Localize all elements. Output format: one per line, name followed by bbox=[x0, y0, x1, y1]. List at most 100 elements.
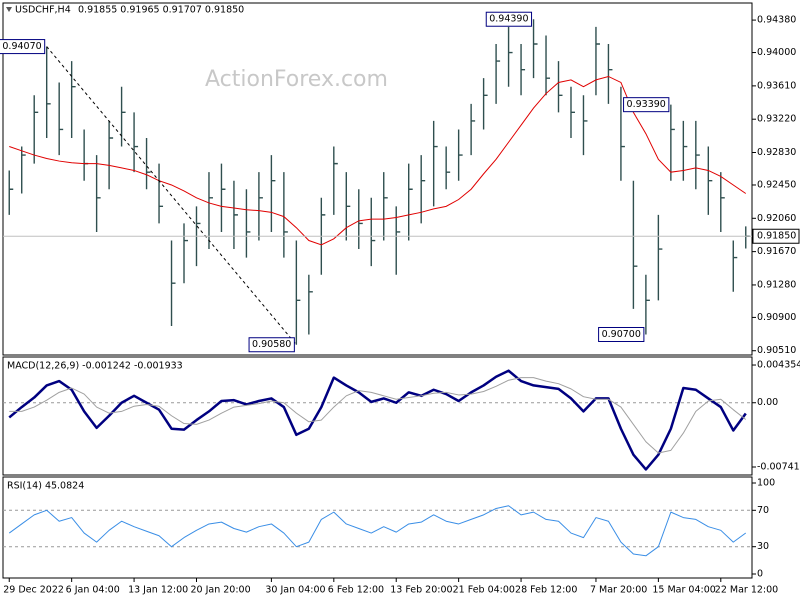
annotation-label: 0.94070 bbox=[2, 41, 41, 52]
x-tick-label: 29 Dec 2022 bbox=[3, 585, 64, 596]
annotation: 0.93390 bbox=[623, 97, 670, 113]
y-tick-label: 0.91670 bbox=[757, 246, 796, 257]
annotation-box bbox=[598, 326, 645, 342]
x-tick-label: 22 Mar 12:00 bbox=[715, 585, 778, 596]
price-bar bbox=[158, 163, 164, 224]
price-bar bbox=[470, 103, 476, 156]
price-bar bbox=[707, 146, 713, 215]
price-bar bbox=[333, 146, 338, 215]
price-bar bbox=[720, 172, 725, 232]
price-bar bbox=[245, 189, 251, 258]
price-bar bbox=[270, 155, 276, 232]
x-tick-label: 28 Feb 12:00 bbox=[515, 585, 577, 596]
indicator-line bbox=[8, 369, 747, 471]
indicator-line bbox=[9, 377, 747, 454]
price-bar bbox=[632, 180, 638, 309]
symbol-icon bbox=[6, 7, 12, 12]
price-bar bbox=[532, 19, 538, 79]
x-tick-label: 13 Feb 20:00 bbox=[390, 585, 452, 596]
x-tick-label: 6 Feb 12:00 bbox=[328, 585, 384, 596]
annotation: 0.90700 bbox=[598, 326, 645, 342]
price-bar bbox=[620, 86, 625, 181]
price-bar bbox=[183, 223, 189, 284]
x-tick-label: 13 Jan 12:00 bbox=[128, 585, 188, 596]
y-tick-label: 0 bbox=[757, 568, 763, 579]
rsi-panel bbox=[2, 476, 753, 579]
y-tick-label: 0.004354 bbox=[757, 360, 800, 371]
price-bar bbox=[70, 61, 76, 138]
price-bar bbox=[695, 120, 700, 190]
price-bar bbox=[557, 61, 563, 113]
current-price-box bbox=[752, 228, 800, 244]
price-bar bbox=[21, 146, 26, 194]
macd-panel bbox=[2, 356, 753, 476]
price-panel bbox=[2, 2, 753, 356]
y-tick-label: 0.92060 bbox=[757, 213, 796, 224]
x-tick-label: 15 Mar 04:00 bbox=[652, 585, 715, 596]
trend-line bbox=[46, 46, 297, 346]
y-tick-label: 0.91280 bbox=[757, 279, 796, 290]
y-tick-label: -0.007417 bbox=[757, 462, 800, 473]
y-tick-label: 0.90510 bbox=[757, 345, 796, 356]
x-tick-label: 30 Jan 04:00 bbox=[265, 585, 325, 596]
price-bar bbox=[457, 129, 463, 181]
price-bar bbox=[645, 274, 650, 335]
price-bar bbox=[295, 240, 301, 345]
annotation-box bbox=[248, 337, 295, 353]
chart-subtitle: 0.91855 0.91965 0.91707 0.91850 bbox=[78, 5, 244, 16]
price-bar bbox=[370, 197, 376, 267]
price-bar bbox=[95, 155, 101, 232]
price-bar bbox=[233, 180, 238, 250]
indicator-line bbox=[8, 505, 747, 557]
annotation-label: 0.90580 bbox=[252, 339, 291, 350]
price-bar bbox=[133, 112, 139, 173]
annotation-label: 0.93390 bbox=[627, 99, 666, 110]
y-tick-label: 0.94380 bbox=[757, 15, 796, 26]
annotation-box bbox=[485, 11, 533, 27]
price-bar bbox=[670, 104, 675, 181]
x-tick-label: 20 Jan 20:00 bbox=[190, 585, 250, 596]
rsi-title: RSI(14) 45.0824 bbox=[7, 481, 84, 492]
price-bar bbox=[657, 214, 663, 301]
y-tick-label: 70 bbox=[757, 505, 769, 516]
macd-title: MACD(12,26,9) -0.001242 -0.001933 bbox=[7, 361, 183, 372]
price-bar bbox=[607, 44, 613, 104]
price-bar bbox=[507, 26, 513, 87]
price-bar bbox=[495, 44, 501, 104]
chart-title: USDCHF,H4 bbox=[15, 5, 71, 16]
annotation: 0.94390 bbox=[485, 11, 533, 27]
y-tick-label: 0.92450 bbox=[757, 179, 796, 190]
annotation: 0.90580 bbox=[248, 337, 295, 353]
price-bar bbox=[33, 95, 39, 164]
price-bar bbox=[283, 172, 288, 258]
price-bar bbox=[445, 146, 451, 190]
price-bar bbox=[308, 274, 313, 335]
price-bar bbox=[545, 35, 551, 96]
price-bar bbox=[383, 172, 388, 241]
annotation-box bbox=[623, 97, 670, 113]
moving-average bbox=[9, 75, 747, 246]
annotation-label: 0.90700 bbox=[602, 329, 641, 340]
x-tick-label: 6 Jan 04:00 bbox=[66, 585, 120, 596]
y-tick-label: 100 bbox=[757, 478, 775, 489]
x-tick-label: 21 Feb 04:00 bbox=[453, 585, 515, 596]
annotation: 0.94070 bbox=[0, 39, 46, 55]
price-bar bbox=[582, 95, 588, 156]
y-tick-label: 0.92830 bbox=[757, 147, 796, 158]
annotation-box bbox=[0, 39, 46, 55]
price-bar bbox=[258, 172, 263, 241]
price-bar bbox=[520, 44, 526, 96]
y-tick-label: 0.93610 bbox=[757, 80, 796, 91]
annotation-label: 0.94390 bbox=[489, 14, 528, 25]
price-bar bbox=[432, 120, 438, 207]
price-bar bbox=[45, 46, 51, 138]
price-bar bbox=[120, 86, 126, 147]
price-bar bbox=[408, 163, 413, 241]
x-tick-label: 7 Mar 20:00 bbox=[590, 585, 647, 596]
price-bar bbox=[345, 172, 351, 241]
price-bar bbox=[145, 137, 151, 190]
price-bar bbox=[8, 170, 14, 215]
y-tick-label: 30 bbox=[757, 541, 769, 552]
price-bar bbox=[170, 240, 176, 326]
